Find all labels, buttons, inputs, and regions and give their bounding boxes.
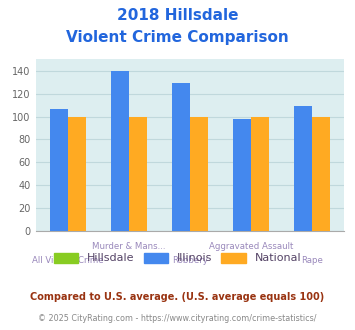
Bar xyxy=(68,116,86,231)
Text: © 2025 CityRating.com - https://www.cityrating.com/crime-statistics/: © 2025 CityRating.com - https://www.city… xyxy=(38,314,317,323)
Bar xyxy=(251,116,269,231)
Bar xyxy=(294,106,312,231)
Bar xyxy=(171,83,190,231)
Bar xyxy=(110,71,129,231)
Bar xyxy=(50,109,68,231)
Text: Murder & Mans...: Murder & Mans... xyxy=(92,242,166,251)
Legend: Hillsdale, Illinois, National: Hillsdale, Illinois, National xyxy=(50,249,305,267)
Text: 2018 Hillsdale: 2018 Hillsdale xyxy=(117,8,238,23)
Text: Rape: Rape xyxy=(301,256,323,265)
Text: Compared to U.S. average. (U.S. average equals 100): Compared to U.S. average. (U.S. average … xyxy=(31,292,324,302)
Bar xyxy=(129,116,147,231)
Text: Aggravated Assault: Aggravated Assault xyxy=(209,242,293,251)
Text: Robbery: Robbery xyxy=(172,256,208,265)
Bar xyxy=(233,119,251,231)
Bar xyxy=(190,116,208,231)
Text: Violent Crime Comparison: Violent Crime Comparison xyxy=(66,30,289,45)
Text: All Violent Crime: All Violent Crime xyxy=(32,256,104,265)
Bar xyxy=(312,116,330,231)
